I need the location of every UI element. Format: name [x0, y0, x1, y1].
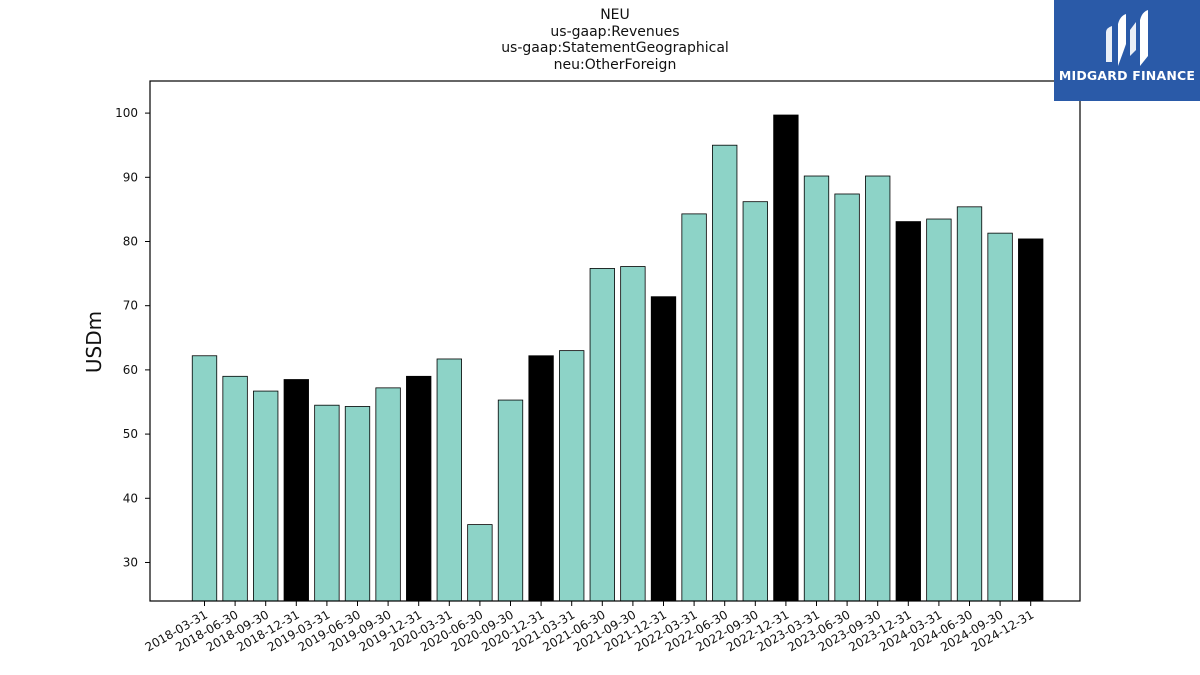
logo-text: MIDGARD FINANCE	[1058, 68, 1196, 83]
bar-2023-09-30	[865, 175, 891, 602]
plot-frame	[149, 80, 1081, 602]
bar-2019-09-30	[375, 387, 401, 602]
bar-2023-03-31	[803, 175, 830, 602]
bar-2018-12-31	[283, 379, 309, 602]
y-tick-label-100: 100	[115, 106, 138, 120]
logo-mark-icon	[1106, 10, 1148, 66]
bar-2024-06-30	[956, 206, 983, 602]
y-tick-label-60: 60	[123, 363, 138, 377]
bar-2023-12-31	[895, 221, 921, 602]
bar-2021-09-30	[620, 266, 646, 602]
y-tick-label-90: 90	[123, 170, 138, 184]
bar-2018-03-31	[191, 355, 218, 602]
bar-2024-03-31	[926, 218, 952, 602]
y-tick-label-50: 50	[123, 427, 138, 441]
y-tick-label-40: 40	[123, 491, 138, 505]
bar-2022-06-30	[712, 144, 738, 602]
bar-2022-12-31	[773, 114, 799, 602]
bar-2020-03-31	[436, 358, 462, 602]
y-tick-label-70: 70	[123, 299, 138, 313]
bar-2019-06-30	[344, 406, 371, 602]
y-axis-label: USDm	[82, 311, 106, 373]
bar-2024-09-30	[987, 232, 1013, 602]
bar-2020-12-31	[528, 355, 554, 602]
bar-2021-06-30	[589, 268, 615, 602]
bar-2020-09-30	[497, 399, 524, 602]
bar-2024-12-31	[1018, 238, 1044, 602]
bar-2022-09-30	[742, 201, 768, 602]
chart-title-line-3: us-gaap:StatementGeographical	[501, 40, 729, 56]
chart-title-line-2: us-gaap:Revenues	[550, 24, 680, 40]
chart-title-line-1: NEU	[600, 7, 630, 23]
bar-2021-03-31	[559, 350, 585, 602]
y-tick-label-30: 30	[123, 555, 138, 569]
bar-2019-12-31	[406, 375, 432, 602]
bar-2018-09-30	[253, 390, 279, 602]
bar-2019-03-31	[314, 404, 340, 602]
bar-2023-06-30	[834, 193, 860, 602]
midgard-finance-logo: MIDGARD FINANCE	[1054, 0, 1200, 101]
bar-2020-06-30	[467, 524, 493, 602]
chart-title-line-4: neu:OtherForeign	[553, 57, 677, 73]
bar-2022-03-31	[681, 213, 707, 602]
y-tick-label-80: 80	[123, 234, 138, 248]
bar-2018-06-30	[222, 375, 248, 602]
bar-2021-12-31	[650, 296, 677, 602]
